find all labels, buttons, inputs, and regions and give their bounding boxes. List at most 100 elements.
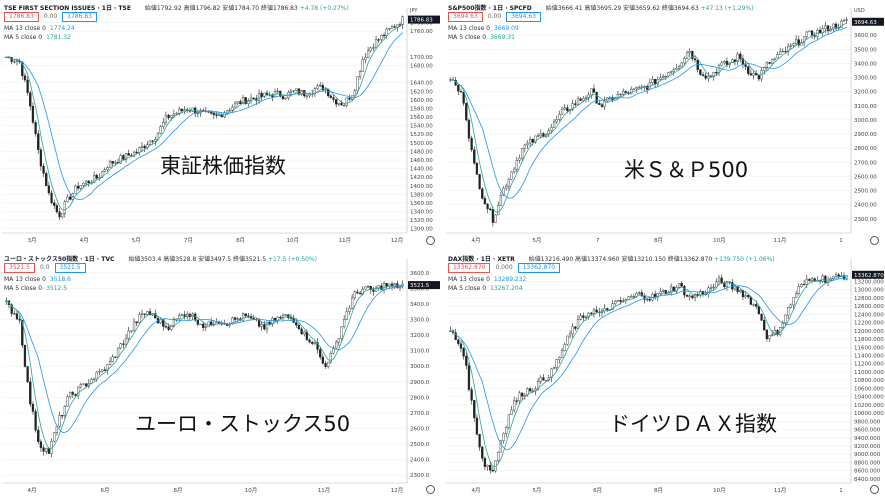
candle-body — [329, 353, 332, 363]
candle-body — [77, 185, 80, 189]
ma13-legend[interactable]: MA 13 close 0 1774.24 — [4, 25, 75, 32]
chart-svg[interactable]: 13200.000 13000.000 12800.000 12600.000 1240… — [444, 251, 885, 499]
bid-box[interactable]: 13362.870 — [448, 263, 491, 273]
candle-body — [244, 313, 247, 317]
bid-box[interactable]: 3521.5 — [4, 263, 35, 273]
candle-body — [324, 88, 327, 91]
candle-body — [536, 135, 540, 137]
candle-body — [95, 174, 98, 179]
ask-box[interactable]: 3694.63 — [506, 12, 541, 22]
chart-svg[interactable]: 3600.00 3500.00 3400.00 3300.00 3200.00 3100.… — [444, 0, 885, 249]
candle-body — [739, 53, 742, 59]
candle-body — [202, 323, 205, 328]
x-tick-label: 12月 — [391, 487, 404, 494]
ma13-legend[interactable]: MA 13 close 0 3518.6 — [4, 276, 71, 283]
candle-body — [555, 119, 558, 123]
ma5-legend[interactable]: MA 5 close 0 3669.31 — [448, 34, 515, 41]
candle-body — [659, 77, 662, 80]
candle-body — [693, 58, 697, 61]
symbol-label[interactable]: TSE FIRST SECTION ISSUES · 1日 · TSE — [4, 5, 131, 12]
chart-panel-sp500[interactable]: 3600.00 3500.00 3400.00 3300.00 3200.00 3100.… — [444, 0, 885, 249]
ma5-legend[interactable]: MA 5 close 0 3512.5 — [4, 285, 67, 292]
candle-body — [536, 381, 540, 390]
candle-body — [308, 339, 311, 343]
candle-body — [295, 88, 298, 91]
candle-body — [661, 290, 665, 292]
ohlc-readout: 始値1792.92 高値1796.82 安値1784.70 終値1786.83 — [144, 5, 298, 12]
gear-icon[interactable] — [870, 236, 879, 245]
ask-box[interactable]: 3521.5 — [54, 263, 86, 273]
candle-body — [619, 93, 622, 96]
y-tick-label: 3200.0 — [410, 333, 430, 339]
last-price-label: 3521.5 — [410, 283, 430, 289]
candle-body — [82, 182, 85, 186]
chart-svg[interactable]: 1780.00 1760.00 1700.00 1680.00 1640.00 1620.… — [0, 0, 441, 249]
ma13-legend[interactable]: MA 13 close 0 3669.09 — [448, 25, 519, 32]
candle-body — [470, 389, 473, 401]
candle-body — [220, 114, 223, 118]
candle-body — [74, 394, 77, 396]
candle-body — [231, 106, 234, 111]
x-tick-label: 5月 — [132, 237, 141, 244]
ma5-legend[interactable]: MA 5 close 0 1781.32 — [4, 34, 71, 41]
candle-body — [164, 114, 168, 123]
candle-body — [124, 338, 128, 345]
candle-body — [499, 440, 503, 453]
ma5-value: 1781.32 — [46, 34, 71, 41]
bid-box[interactable]: 3694.63 — [448, 12, 483, 22]
y-tick-label: 9600.000 — [854, 428, 881, 434]
gear-icon[interactable] — [870, 485, 879, 494]
candle-body — [781, 50, 784, 53]
candle-body — [343, 319, 346, 327]
candle-body — [497, 451, 500, 461]
candle-body — [712, 72, 715, 77]
candle-body — [800, 283, 803, 287]
candle-body — [712, 286, 715, 289]
symbol-label[interactable]: S&P500指数 · 1日 · SPCFD — [448, 5, 532, 12]
candle-body — [228, 109, 231, 112]
candle-body — [757, 306, 761, 315]
chart-panel-topix[interactable]: 1780.00 1760.00 1700.00 1680.00 1640.00 1620.… — [0, 0, 441, 249]
candle-body — [191, 107, 194, 112]
candle-body — [69, 392, 72, 398]
ma13-label: MA 13 close 0 — [448, 25, 490, 32]
candle-body — [241, 313, 245, 321]
candle-body — [279, 316, 282, 319]
candle-body — [393, 26, 396, 28]
candle-body — [465, 102, 468, 121]
ma13-legend[interactable]: MA 13 close 0 13289.232 — [448, 276, 526, 283]
candle-body — [824, 275, 827, 283]
bid-box[interactable]: 1786.83 — [4, 12, 39, 22]
candle-body — [186, 313, 189, 317]
candle-body — [84, 180, 88, 184]
last-price-tag — [408, 281, 440, 290]
candle-body — [744, 64, 747, 67]
currency-unit: USD — [854, 8, 865, 14]
chart-panel-eurostoxx50[interactable]: 3600.0 3500.0 3400.0 3300.0 3200.0 3100.0 3000… — [0, 251, 441, 499]
gear-icon[interactable] — [426, 485, 435, 494]
candle-body — [709, 287, 713, 289]
ask-box[interactable]: 13362.870 — [517, 263, 561, 273]
candle-body — [276, 90, 279, 92]
chart-panel-dax[interactable]: 13200.000 13000.000 12800.000 12600.000 1240… — [444, 251, 885, 499]
candle-body — [497, 205, 500, 216]
chart-svg[interactable]: 3600.0 3500.0 3400.0 3300.0 3200.0 3100.0 3000… — [0, 251, 441, 499]
candle-body — [29, 381, 32, 405]
candle-body — [284, 314, 287, 316]
y-tick-label: 12400.000 — [854, 312, 884, 318]
ma5-legend[interactable]: MA 5 close 0 13267.204 — [448, 285, 523, 292]
candle-body — [350, 297, 354, 309]
candle-body — [138, 314, 141, 324]
candle-body — [845, 275, 848, 280]
symbol-label[interactable]: DAX指数 · 1日 · XETR — [448, 256, 515, 263]
candle-body — [771, 334, 774, 336]
gear-icon[interactable] — [426, 236, 435, 245]
candle-body — [247, 315, 250, 317]
ask-box[interactable]: 1786.83 — [62, 12, 97, 22]
candle-body — [797, 39, 800, 46]
symbol-label[interactable]: ユーロ・ストックス50指数 · 1日 · TVC — [4, 256, 115, 263]
candle-body — [457, 84, 460, 92]
y-tick-label: 3100.00 — [854, 104, 877, 110]
y-tick-label: 9400.000 — [854, 436, 881, 442]
candle-body — [571, 326, 574, 335]
